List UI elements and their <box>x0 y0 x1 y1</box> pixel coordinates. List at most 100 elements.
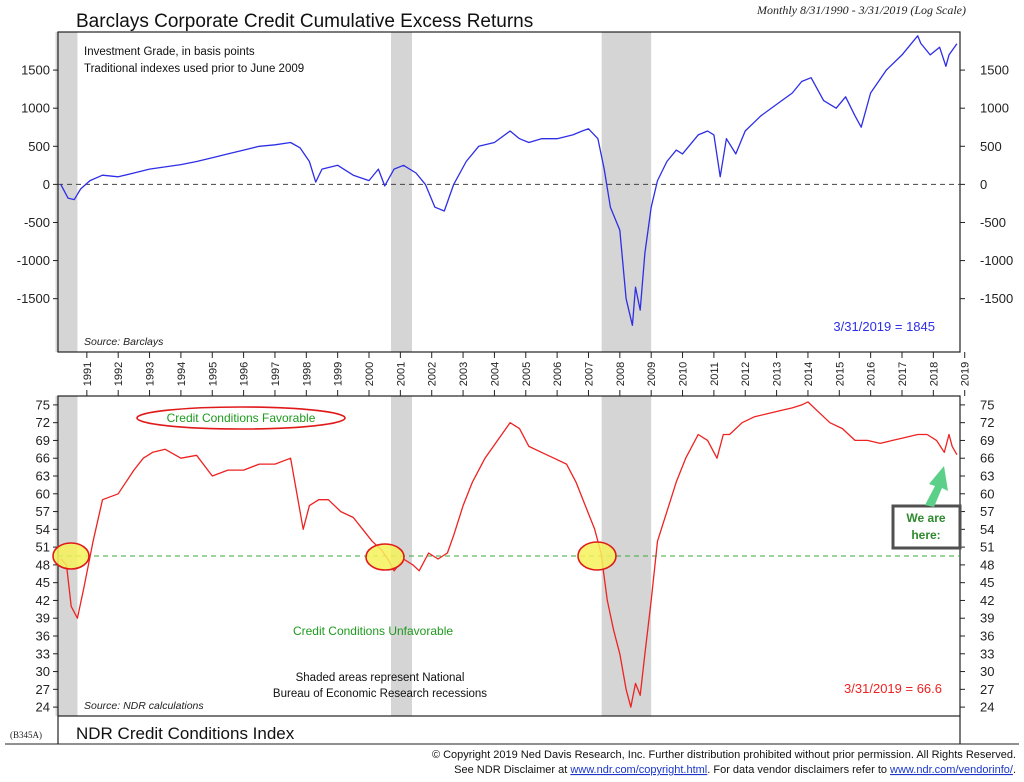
top-end-label: 3/31/2019 = 1845 <box>833 319 935 334</box>
y-tick-label: 36 <box>980 629 994 644</box>
y-tick-label: -1500 <box>17 291 50 306</box>
chart-code: (B345A) <box>10 730 42 740</box>
we-are-here-callout: We are here: <box>891 466 962 550</box>
favorable-label: Credit Conditions Favorable <box>167 411 316 425</box>
x-tick-label: 1992 <box>113 362 125 386</box>
crossover-oval-2001 <box>365 543 405 571</box>
recession-band-2 <box>390 32 412 352</box>
x-tick-label: 1998 <box>301 362 313 386</box>
y-tick-label: -500 <box>24 215 50 230</box>
y-tick-label: 45 <box>980 575 994 590</box>
top-note-line1: Investment Grade, in basis points <box>84 46 255 58</box>
crossover-oval-1991 <box>52 542 90 570</box>
recession-shading-top <box>55 32 652 352</box>
y-tick-label: 51 <box>980 540 994 555</box>
y-tick-label: 48 <box>36 557 50 572</box>
x-tick-label: 2018 <box>928 362 940 386</box>
y-tick-label: 33 <box>980 646 994 661</box>
y-tick-label: 54 <box>980 522 994 537</box>
y-tick-label: 75 <box>36 397 50 412</box>
x-tick-label: 2009 <box>646 362 658 386</box>
y-tick-label: 27 <box>980 682 994 697</box>
y-tick-label: 63 <box>36 469 50 484</box>
bottom-source: Source: NDR calculations <box>84 700 204 712</box>
y-tick-label: 57 <box>980 504 994 519</box>
x-tick-label: 2001 <box>395 362 407 386</box>
y-tick-label: -500 <box>980 215 1006 230</box>
x-tick-label: 1994 <box>176 362 188 386</box>
recession-shading-bottom <box>55 396 652 716</box>
y-tick-label: 42 <box>980 593 994 608</box>
y-tick-label: 0 <box>980 177 987 192</box>
vendorinfo-link[interactable]: www.ndr.com/vendorinfo/ <box>889 764 1014 776</box>
callout-line1: We are <box>906 511 945 525</box>
y-tick-label: 1000 <box>21 101 50 116</box>
y-tick-label: 1000 <box>980 101 1009 116</box>
recession-band-3 <box>601 32 652 352</box>
y-tick-label: 24 <box>980 700 994 715</box>
y-tick-label: -1000 <box>17 253 50 268</box>
bottom-panel-title: NDR Credit Conditions Index <box>76 724 295 743</box>
y-tick-label: 30 <box>980 664 994 679</box>
bottom-y-axis-right: 75 72 69 66 63 60 57 54 51 48 45 42 39 36 33 30 27 24 <box>960 397 994 715</box>
x-tick-label: 1997 <box>270 362 282 386</box>
callout-line2: here: <box>911 528 940 542</box>
x-tick-label: 1996 <box>239 362 251 386</box>
x-tick-label: 2012 <box>740 362 752 386</box>
y-tick-label: 60 <box>980 486 994 501</box>
top-plot-frame <box>57 31 961 353</box>
y-tick-label: 42 <box>36 593 50 608</box>
y-tick-label: 66 <box>36 451 50 466</box>
disclaimer-line: See NDR Disclaimer at www.ndr.com/copyri… <box>454 764 1016 776</box>
recession-note-line2: Bureau of Economic Research recessions <box>273 688 487 700</box>
y-tick-label: 48 <box>980 557 994 572</box>
year-axis: 1991 1992 1993 1994 1995 1996 1997 1998 1999 2000… <box>82 352 972 396</box>
y-tick-label: 51 <box>36 540 50 555</box>
top-source: Source: Barclays <box>84 336 164 348</box>
x-tick-label: 2008 <box>615 362 627 386</box>
bottom-end-label: 3/31/2019 = 66.6 <box>844 681 942 696</box>
chart-title: Barclays Corporate Credit Cumulative Exc… <box>76 11 533 32</box>
y-tick-label: -1500 <box>980 291 1013 306</box>
y-tick-label: 1500 <box>21 63 50 78</box>
y-tick-label: 33 <box>36 646 50 661</box>
copyright-line: © Copyright 2019 Ned Davis Research, Inc… <box>432 749 1016 761</box>
top-y-axis-right: 1500 1000 500 0 -500 -1000 -1500 <box>960 63 1013 306</box>
y-tick-label: 69 <box>980 433 994 448</box>
x-tick-label: 2011 <box>709 362 721 386</box>
y-tick-label: 45 <box>36 575 50 590</box>
y-tick-label: 63 <box>980 469 994 484</box>
x-tick-label: 2004 <box>489 362 501 386</box>
y-tick-label: 72 <box>980 415 994 430</box>
favorable-label-oval <box>136 406 346 430</box>
y-tick-label: 36 <box>36 629 50 644</box>
callout-box <box>891 504 962 550</box>
y-tick-label: 500 <box>28 139 50 154</box>
arrow-up-icon <box>925 466 948 507</box>
y-tick-label: 75 <box>980 397 994 412</box>
copyright-link[interactable]: www.ndr.com/copyright.html <box>569 764 707 776</box>
credit-conditions-series-line <box>60 401 958 708</box>
x-tick-label: 1999 <box>333 362 345 386</box>
disclaimer-text-3: . <box>1013 764 1016 776</box>
y-tick-label: 57 <box>36 504 50 519</box>
x-tick-label: 2015 <box>834 362 846 386</box>
chart-subtitle: Monthly 8/31/1990 - 3/31/2019 (Log Scale… <box>756 3 966 17</box>
x-tick-label: 2003 <box>458 362 470 386</box>
y-tick-label: 27 <box>36 682 50 697</box>
y-tick-label: 54 <box>36 522 50 537</box>
x-tick-label: 1995 <box>207 362 219 386</box>
disclaimer-text-2: . For data vendor disclaimers refer to <box>707 764 890 776</box>
y-tick-label: 72 <box>36 415 50 430</box>
x-tick-label: 2016 <box>866 362 878 386</box>
disclaimer-text-1: See NDR Disclaimer at <box>454 764 570 776</box>
y-tick-label: 24 <box>36 700 50 715</box>
x-tick-label: 1993 <box>145 362 157 386</box>
x-tick-label: 2007 <box>583 362 595 386</box>
x-tick-label: 2010 <box>678 362 690 386</box>
y-tick-label: 60 <box>36 486 50 501</box>
unfavorable-label: Credit Conditions Unfavorable <box>293 624 453 638</box>
y-tick-label: -1000 <box>980 253 1013 268</box>
x-tick-label: 2006 <box>552 362 564 386</box>
